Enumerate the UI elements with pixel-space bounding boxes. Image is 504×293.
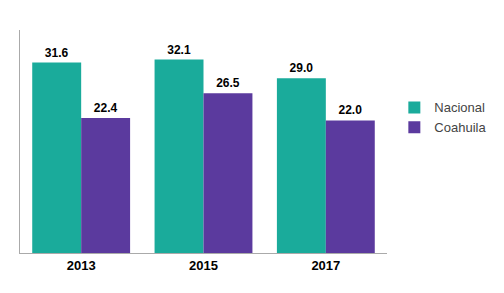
svg-text:2015: 2015 xyxy=(189,258,218,273)
svg-text:22.0: 22.0 xyxy=(338,103,362,117)
svg-text:22.4: 22.4 xyxy=(94,101,118,115)
svg-text:Coahuila: Coahuila xyxy=(434,120,486,135)
svg-text:Nacional: Nacional xyxy=(434,100,485,115)
svg-text:26.5: 26.5 xyxy=(216,76,240,90)
svg-text:31.6: 31.6 xyxy=(45,46,69,60)
svg-text:29.0: 29.0 xyxy=(290,61,314,75)
svg-text:32.1: 32.1 xyxy=(167,43,191,57)
svg-text:2017: 2017 xyxy=(311,258,340,273)
svg-text:2013: 2013 xyxy=(67,258,96,273)
